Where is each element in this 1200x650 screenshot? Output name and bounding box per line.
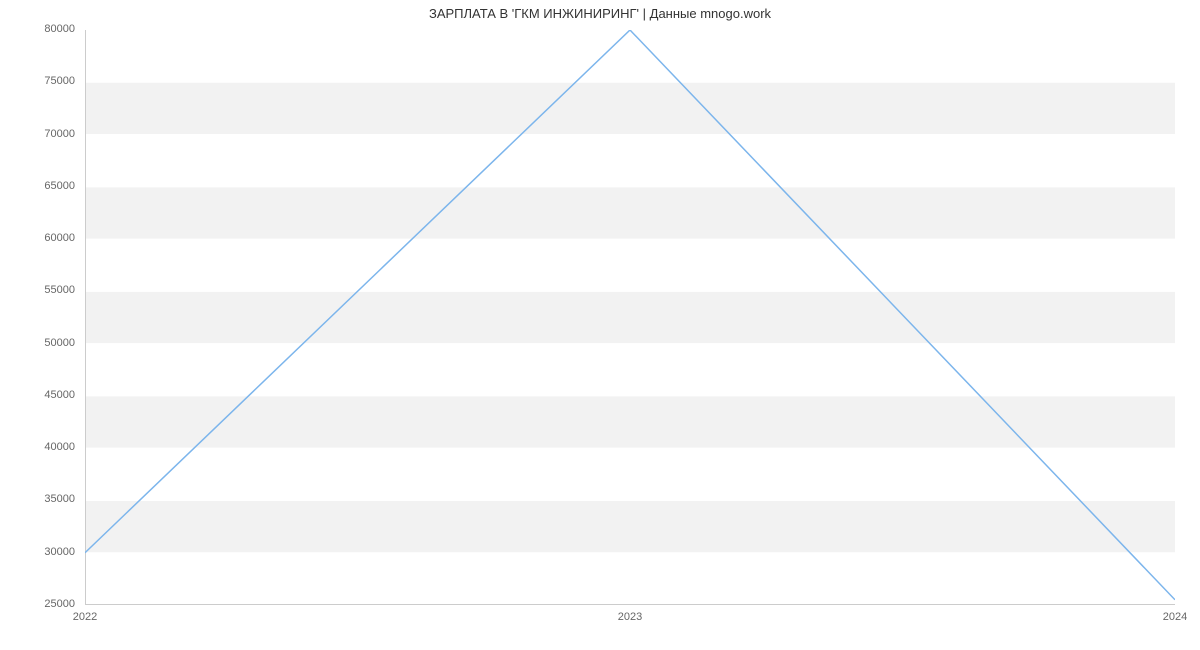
x-tick-label: 2023 [600, 611, 660, 623]
y-tick-label: 75000 [0, 75, 75, 87]
y-tick-label: 30000 [0, 546, 75, 558]
y-tick-label: 55000 [0, 284, 75, 296]
y-tick-label: 45000 [0, 389, 75, 401]
y-tick-label: 40000 [0, 441, 75, 453]
y-tick-label: 50000 [0, 337, 75, 349]
chart-title: ЗАРПЛАТА В 'ГКМ ИНЖИНИРИНГ' | Данные mno… [0, 6, 1200, 21]
y-tick-label: 25000 [0, 598, 75, 610]
chart-plot [85, 30, 1175, 605]
y-tick-label: 80000 [0, 23, 75, 35]
y-tick-label: 35000 [0, 493, 75, 505]
chart-container: ЗАРПЛАТА В 'ГКМ ИНЖИНИРИНГ' | Данные mno… [0, 0, 1200, 650]
x-tick-label: 2024 [1145, 611, 1200, 623]
y-tick-label: 70000 [0, 128, 75, 140]
x-tick-label: 2022 [55, 611, 115, 623]
y-tick-label: 60000 [0, 232, 75, 244]
y-tick-label: 65000 [0, 180, 75, 192]
